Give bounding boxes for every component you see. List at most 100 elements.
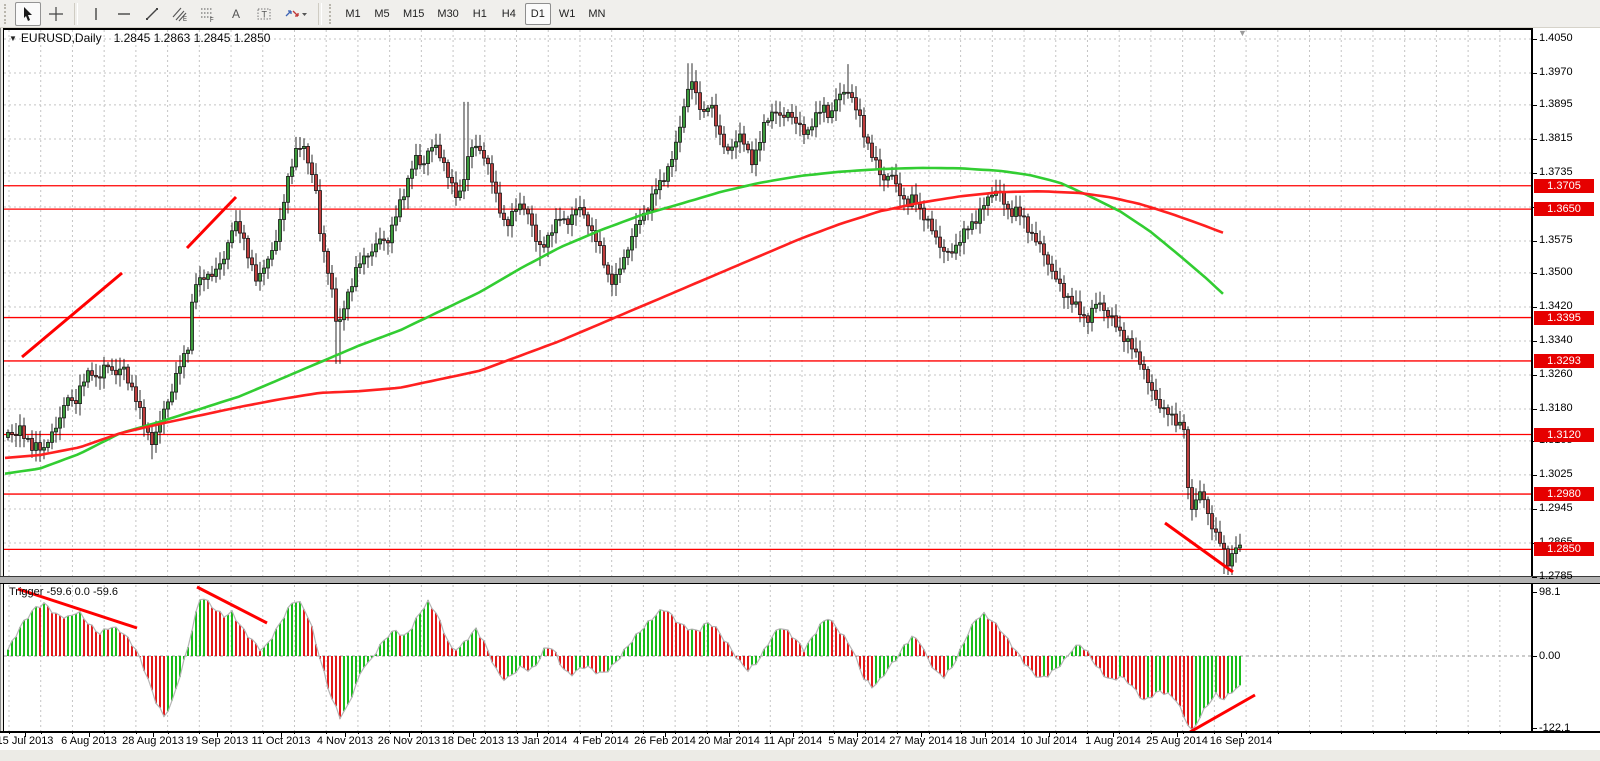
indicator-values: -59.6 0.0 -59.6 [46, 586, 119, 598]
time-tick [707, 731, 708, 734]
time-label: 19 Sep 2013 [185, 735, 249, 747]
time-major-tick [473, 731, 474, 737]
ma-slow-red-line[interactable] [4, 190, 1224, 460]
time-tick [1278, 731, 1279, 734]
time-major-tick [1113, 731, 1114, 737]
timeframe-button-H4[interactable]: H4 [496, 3, 522, 25]
time-label: 16 Sep 2014 [1209, 735, 1273, 747]
indicator-background [3, 584, 1532, 731]
fibonacci-retracement-tool-button[interactable]: F [195, 2, 221, 26]
price-tick [1532, 341, 1537, 342]
symbol-timeframe-label: EURUSD,Daily [20, 31, 102, 45]
indicator-title: Trigger -59.6 0.0 -59.6 [9, 586, 118, 598]
timeframe-button-MN[interactable]: MN [583, 3, 610, 25]
time-major-tick [729, 731, 730, 737]
time-label: 18 Jun 2014 [954, 735, 1016, 747]
time-tick [929, 731, 930, 734]
indicator-tick [1532, 728, 1537, 729]
time-major-tick [217, 731, 218, 737]
time-major-tick [1049, 731, 1050, 737]
time-tick [1024, 731, 1025, 734]
main-chart[interactable] [4, 28, 1532, 576]
indicator-name: Trigger [9, 586, 44, 598]
time-label: 4 Feb 2014 [573, 735, 629, 747]
time-tick [199, 731, 200, 734]
arrows-tool-button[interactable] [279, 2, 313, 26]
chart-menu-caret[interactable]: ▼ [9, 34, 17, 43]
time-label: 4 Nov 2013 [316, 735, 374, 747]
timeframe-button-M15[interactable]: M15 [398, 3, 429, 25]
trend-line-tool-button[interactable] [139, 2, 165, 26]
trend-line-object[interactable] [185, 195, 238, 250]
toolbar: E F A T M1 M5 M15 M30 H1 H4 D1 W1 MN [0, 0, 1600, 28]
time-axis[interactable] [0, 731, 1600, 750]
price-tick-label: 1.4050 [1539, 32, 1573, 44]
horizontal-line-tool-button[interactable] [111, 2, 137, 26]
main-chart-background [3, 28, 1532, 576]
text-label-icon: T [256, 6, 272, 22]
time-tick [41, 731, 42, 734]
toolbar-grip-timeframes[interactable] [329, 3, 336, 24]
price-tick [1532, 105, 1537, 106]
time-tick [612, 731, 613, 734]
price-level-badge: 1.3395 [1534, 311, 1594, 325]
price-tick-label: 1.3180 [1539, 402, 1573, 414]
timeframe-button-M30[interactable]: M30 [432, 3, 463, 25]
time-tick [390, 731, 391, 734]
chart-shift-marker[interactable]: ▼ [1238, 28, 1247, 38]
time-tick [992, 731, 993, 734]
time-tick [1310, 731, 1311, 734]
equidistant-channel-tool-button[interactable]: E [167, 2, 193, 26]
price-tick-label: 1.3735 [1539, 166, 1573, 178]
time-tick [897, 731, 898, 734]
timeframe-button-D1[interactable]: D1 [524, 2, 551, 25]
trend-line-object[interactable] [21, 271, 123, 359]
timeframe-button-M1[interactable]: M1 [340, 3, 366, 25]
indicator-trend-line[interactable] [17, 587, 138, 630]
price-tick [1532, 577, 1537, 578]
ma-fast-green-line[interactable] [4, 166, 1224, 475]
fibonacci-retracement-icon: F [200, 6, 216, 22]
timeframe-button-M5[interactable]: M5 [369, 3, 395, 25]
indicator-trend-line[interactable] [196, 585, 268, 625]
time-tick [326, 731, 327, 734]
price-tick-label: 1.3500 [1539, 266, 1573, 278]
indicator-trend-line[interactable] [1189, 693, 1256, 731]
timeframe-button-H1[interactable]: H1 [467, 3, 493, 25]
time-label: 15 Jul 2013 [0, 735, 54, 747]
time-tick [961, 731, 962, 734]
time-major-tick [601, 731, 602, 737]
cursor-tool-button[interactable] [15, 1, 41, 26]
trend-line-object[interactable] [1164, 521, 1234, 574]
time-major-tick [281, 731, 282, 737]
time-tick [1183, 731, 1184, 734]
price-tick-label: 1.2785 [1539, 570, 1573, 582]
arrows-icon [284, 6, 308, 22]
indicator-panel[interactable] [4, 584, 1532, 731]
time-label: 11 Apr 2014 [763, 735, 823, 747]
time-label: 27 May 2014 [889, 735, 953, 747]
vertical-line-tool-button[interactable] [83, 2, 109, 26]
time-tick [675, 731, 676, 734]
indicator-envelope-line [7, 598, 1241, 731]
cursor-icon [20, 6, 36, 22]
text-tool-button[interactable]: A [223, 2, 249, 26]
time-label: 26 Nov 2013 [377, 735, 441, 747]
price-level-badge: 1.2850 [1534, 542, 1594, 556]
time-tick [548, 731, 549, 734]
time-label: 18 Dec 2013 [441, 735, 505, 747]
price-tick-label: 1.3025 [1539, 468, 1573, 480]
vertical-line-icon [88, 6, 104, 22]
price-tick-label: 1.3420 [1539, 300, 1573, 312]
price-tick [1532, 73, 1537, 74]
time-major-tick [1241, 731, 1242, 737]
text-label-tool-button[interactable]: T [251, 2, 277, 26]
price-axis[interactable] [1532, 28, 1600, 731]
crosshair-tool-button[interactable] [43, 2, 69, 26]
timeframe-button-W1[interactable]: W1 [554, 3, 581, 25]
time-tick [294, 731, 295, 734]
panel-splitter[interactable] [0, 576, 1600, 584]
toolbar-grip[interactable] [4, 3, 11, 24]
time-tick [1405, 731, 1406, 734]
